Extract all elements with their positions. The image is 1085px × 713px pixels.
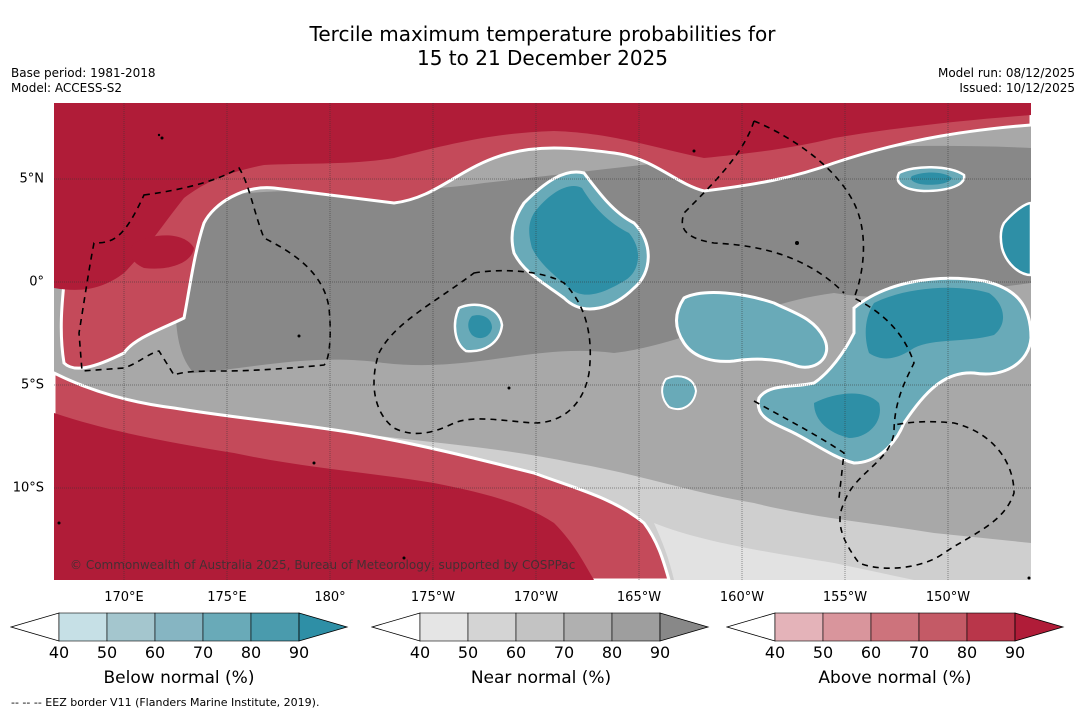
lon-label-150w: 150°W — [925, 590, 971, 605]
below-normal-ne-core — [910, 172, 952, 185]
colorbar-extend-low — [726, 612, 776, 642]
colorbar-segment — [611, 612, 661, 642]
title-line-2: 15 to 21 December 2025 — [416, 46, 668, 70]
above-normal-south-core — [54, 413, 594, 580]
lon-label-155w: 155°W — [822, 590, 868, 605]
colorbar-segment — [250, 612, 300, 642]
colorbar-segment — [774, 612, 824, 642]
colorbar-segment — [419, 612, 469, 642]
colorbar-near — [371, 612, 710, 642]
colorbar-segment — [870, 612, 920, 642]
colorbar-segment — [202, 612, 252, 642]
islands — [57, 133, 1031, 580]
colorbar-segment — [563, 612, 613, 642]
meta-right: Model run: 08/12/2025 Issued: 10/12/2025 — [938, 66, 1075, 96]
issued-date: Issued: 10/12/2025 — [959, 81, 1075, 95]
colorbar-extend-high — [659, 612, 710, 642]
below-normal-west-patch — [661, 375, 698, 410]
below-normal-small-core — [468, 315, 492, 339]
colorbar-extend-high — [298, 612, 349, 642]
cb-above-tick: 50 — [812, 643, 834, 662]
model-name: Model: ACCESS-S2 — [11, 81, 123, 95]
lon-label-175e: 175°E — [207, 590, 247, 605]
colorbar-extend-low — [371, 612, 421, 642]
cb-near-tick: 90 — [649, 643, 671, 662]
cb-above-tick: 40 — [764, 643, 786, 662]
lon-label-165w: 165°W — [616, 590, 662, 605]
colorbar-near-label: Near normal (%) — [470, 668, 612, 688]
cb-above-tick: 80 — [956, 643, 978, 662]
colorbar-extend-low — [10, 612, 60, 642]
model-run: Model run: 08/12/2025 — [937, 66, 1075, 80]
cb-near-tick: 70 — [553, 643, 575, 662]
copyright-text: © Commonwealth of Australia 2025, Bureau… — [70, 558, 576, 572]
below-normal-east-edge — [999, 201, 1031, 277]
cb-near-tick: 60 — [505, 643, 527, 662]
colorbar-segment — [515, 612, 565, 642]
colorbar-segment — [58, 612, 108, 642]
cb-above-tick: 60 — [860, 643, 882, 662]
lat-label-0: 0° — [29, 274, 44, 290]
lon-label-170w: 170°W — [513, 590, 559, 605]
cb-near-tick: 80 — [601, 643, 623, 662]
cb-below-tick: 90 — [288, 643, 310, 662]
probability-map: © Commonwealth of Australia 2025, Bureau… — [54, 103, 1031, 580]
colorbar-above-label: Above normal (%) — [818, 668, 972, 688]
colorbar-segment — [918, 612, 968, 642]
colorbar-segment — [966, 612, 1016, 642]
colorbar-above — [726, 612, 1065, 642]
title-line-1: Tercile maximum temperature probabilitie… — [309, 22, 776, 46]
colorbar-segment — [106, 612, 156, 642]
colorbar-segment — [467, 612, 517, 642]
near-normal-lowest-region — [654, 523, 914, 580]
lon-label-170e: 170°E — [104, 590, 144, 605]
above-normal-north-core — [54, 103, 1031, 290]
cb-below-tick: 70 — [192, 643, 214, 662]
lon-label-180: 180° — [314, 590, 346, 605]
lat-label-5n: 5°N — [19, 171, 45, 187]
lat-label-10s: 10°S — [12, 480, 44, 496]
gridlines — [54, 103, 1031, 580]
lon-label-160w: 160°W — [719, 590, 765, 605]
lat-label-5s: 5°S — [20, 377, 44, 393]
below-normal-southeast-core — [814, 287, 1004, 438]
lon-label-175w: 175°W — [410, 590, 456, 605]
footnote-eez: -- -- -- EEZ border V11 (Flanders Marine… — [11, 696, 320, 709]
cb-near-tick: 50 — [457, 643, 479, 662]
colorbar-below-label: Below normal (%) — [103, 668, 255, 688]
above-normal-north-island — [130, 235, 194, 269]
colorbar-segment — [822, 612, 872, 642]
cb-near-tick: 40 — [409, 643, 431, 662]
meta-left: Base period: 1981-2018 Model: ACCESS-S2 — [11, 66, 156, 96]
base-period: Base period: 1981-2018 — [11, 66, 156, 80]
cb-above-tick: 70 — [908, 643, 930, 662]
map-title: Tercile maximum temperature probabilitie… — [0, 22, 1085, 70]
cb-below-tick: 80 — [240, 643, 262, 662]
cb-above-tick: 90 — [1004, 643, 1026, 662]
below-normal-central-core — [529, 185, 639, 295]
cb-below-tick: 60 — [144, 643, 166, 662]
map-canvas — [54, 103, 1031, 580]
colorbar-extend-high — [1014, 612, 1065, 642]
cb-below-tick: 40 — [48, 643, 70, 662]
colorbar-below — [10, 612, 349, 642]
eez-borders — [78, 120, 1015, 569]
colorbar-segment — [154, 612, 204, 642]
cb-below-tick: 50 — [96, 643, 118, 662]
